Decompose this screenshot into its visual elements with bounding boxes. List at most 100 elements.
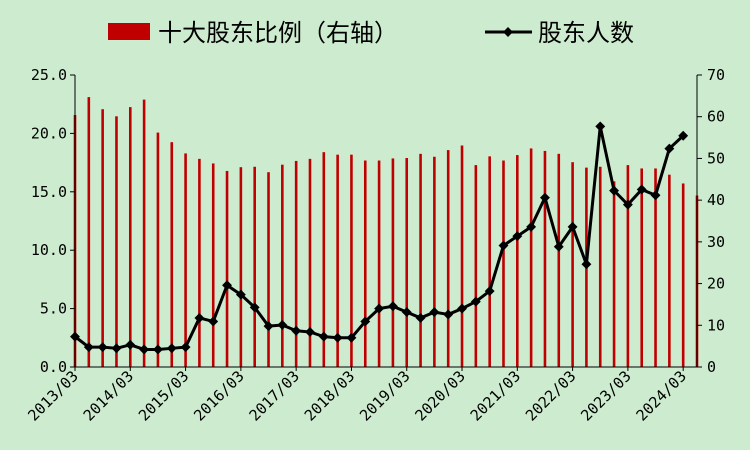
data-point: [401, 307, 412, 318]
bar: [460, 145, 464, 367]
bar: [308, 158, 312, 367]
data-point: [332, 332, 343, 343]
line-series: [70, 121, 689, 355]
left-tick-label: 0.0: [40, 358, 67, 376]
right-tick-label: 70: [707, 66, 725, 84]
bar: [598, 166, 602, 367]
left-tick-label: 25.0: [31, 66, 67, 84]
bar: [253, 166, 256, 367]
bar: [446, 150, 450, 367]
right-tick-label: 10: [707, 316, 725, 334]
bar: [654, 168, 657, 367]
data-point: [443, 309, 454, 320]
bar: [350, 154, 353, 367]
data-point: [650, 190, 661, 201]
bar: [543, 150, 547, 367]
legend-label-line: 股东人数: [538, 19, 634, 47]
data-point: [291, 325, 302, 336]
data-point: [429, 307, 440, 318]
bar-series: [73, 97, 699, 368]
data-point: [235, 289, 246, 300]
data-point: [125, 339, 136, 350]
data-point: [553, 241, 564, 252]
x-tick-label: 2021/03: [467, 367, 524, 424]
data-point: [540, 192, 550, 203]
data-point: [166, 343, 177, 354]
legend-label-bar: 十大股东比例（右轴）: [158, 19, 398, 47]
bar: [156, 132, 160, 367]
bar: [529, 148, 533, 367]
right-tick-label: 0: [707, 358, 716, 376]
data-point: [595, 121, 606, 132]
legend-swatch-bar: [108, 23, 150, 40]
bar: [377, 160, 381, 367]
data-point: [111, 343, 122, 354]
bar: [571, 162, 574, 367]
data-point: [263, 321, 274, 332]
bar: [322, 152, 326, 367]
data-point: [470, 296, 481, 307]
x-tick-label: 2024/03: [633, 367, 690, 424]
bar: [502, 160, 505, 367]
x-tick-label: 2020/03: [411, 367, 468, 424]
left-tick-label: 20.0: [31, 124, 67, 142]
left-tick-label: 5.0: [40, 300, 67, 318]
bar: [419, 153, 422, 367]
x-tick-label: 2022/03: [522, 367, 579, 424]
bar: [115, 116, 118, 367]
x-tick-label: 2015/03: [135, 367, 192, 424]
data-point: [139, 344, 150, 355]
data-point: [387, 301, 398, 312]
data-point: [567, 221, 578, 232]
data-point: [609, 185, 620, 196]
data-point: [678, 130, 689, 141]
bar: [142, 99, 146, 368]
data-point: [664, 143, 675, 154]
bar: [488, 156, 491, 367]
bar: [336, 154, 339, 367]
bar: [281, 164, 284, 367]
bar: [184, 153, 187, 367]
bar: [640, 168, 644, 367]
data-point: [512, 231, 523, 242]
data-point: [180, 342, 191, 353]
data-point: [277, 320, 288, 330]
bar: [433, 156, 436, 367]
bar: [128, 107, 132, 368]
data-point: [415, 312, 426, 323]
right-tick-label: 50: [707, 149, 725, 167]
data-point: [581, 259, 592, 270]
data-point: [374, 303, 385, 314]
data-point: [249, 302, 260, 313]
x-tick-label: 2018/03: [301, 367, 358, 424]
data-point: [622, 199, 633, 210]
x-tick-label: 2016/03: [190, 367, 247, 424]
bar: [474, 165, 478, 367]
data-point: [152, 344, 163, 355]
bar: [681, 183, 685, 367]
data-point: [457, 303, 467, 314]
data-point: [305, 327, 315, 337]
data-point: [318, 331, 329, 342]
bar: [225, 170, 229, 367]
bar: [391, 158, 395, 367]
right-tick-label: 20: [707, 275, 725, 293]
bar: [668, 174, 671, 367]
bar: [267, 172, 270, 367]
data-point: [194, 312, 205, 323]
bar: [211, 163, 215, 367]
bar: [198, 158, 201, 367]
left-tick-label: 15.0: [31, 183, 67, 201]
left-tick-label: 10.0: [31, 241, 67, 259]
data-point: [222, 280, 232, 291]
bar: [170, 142, 174, 367]
x-tick-label: 2019/03: [356, 367, 413, 424]
data-point: [346, 332, 357, 343]
data-point: [498, 240, 509, 251]
bar: [101, 109, 104, 368]
data-point: [97, 342, 108, 353]
data-point: [484, 286, 495, 297]
bar: [363, 160, 367, 367]
bar: [294, 160, 298, 367]
